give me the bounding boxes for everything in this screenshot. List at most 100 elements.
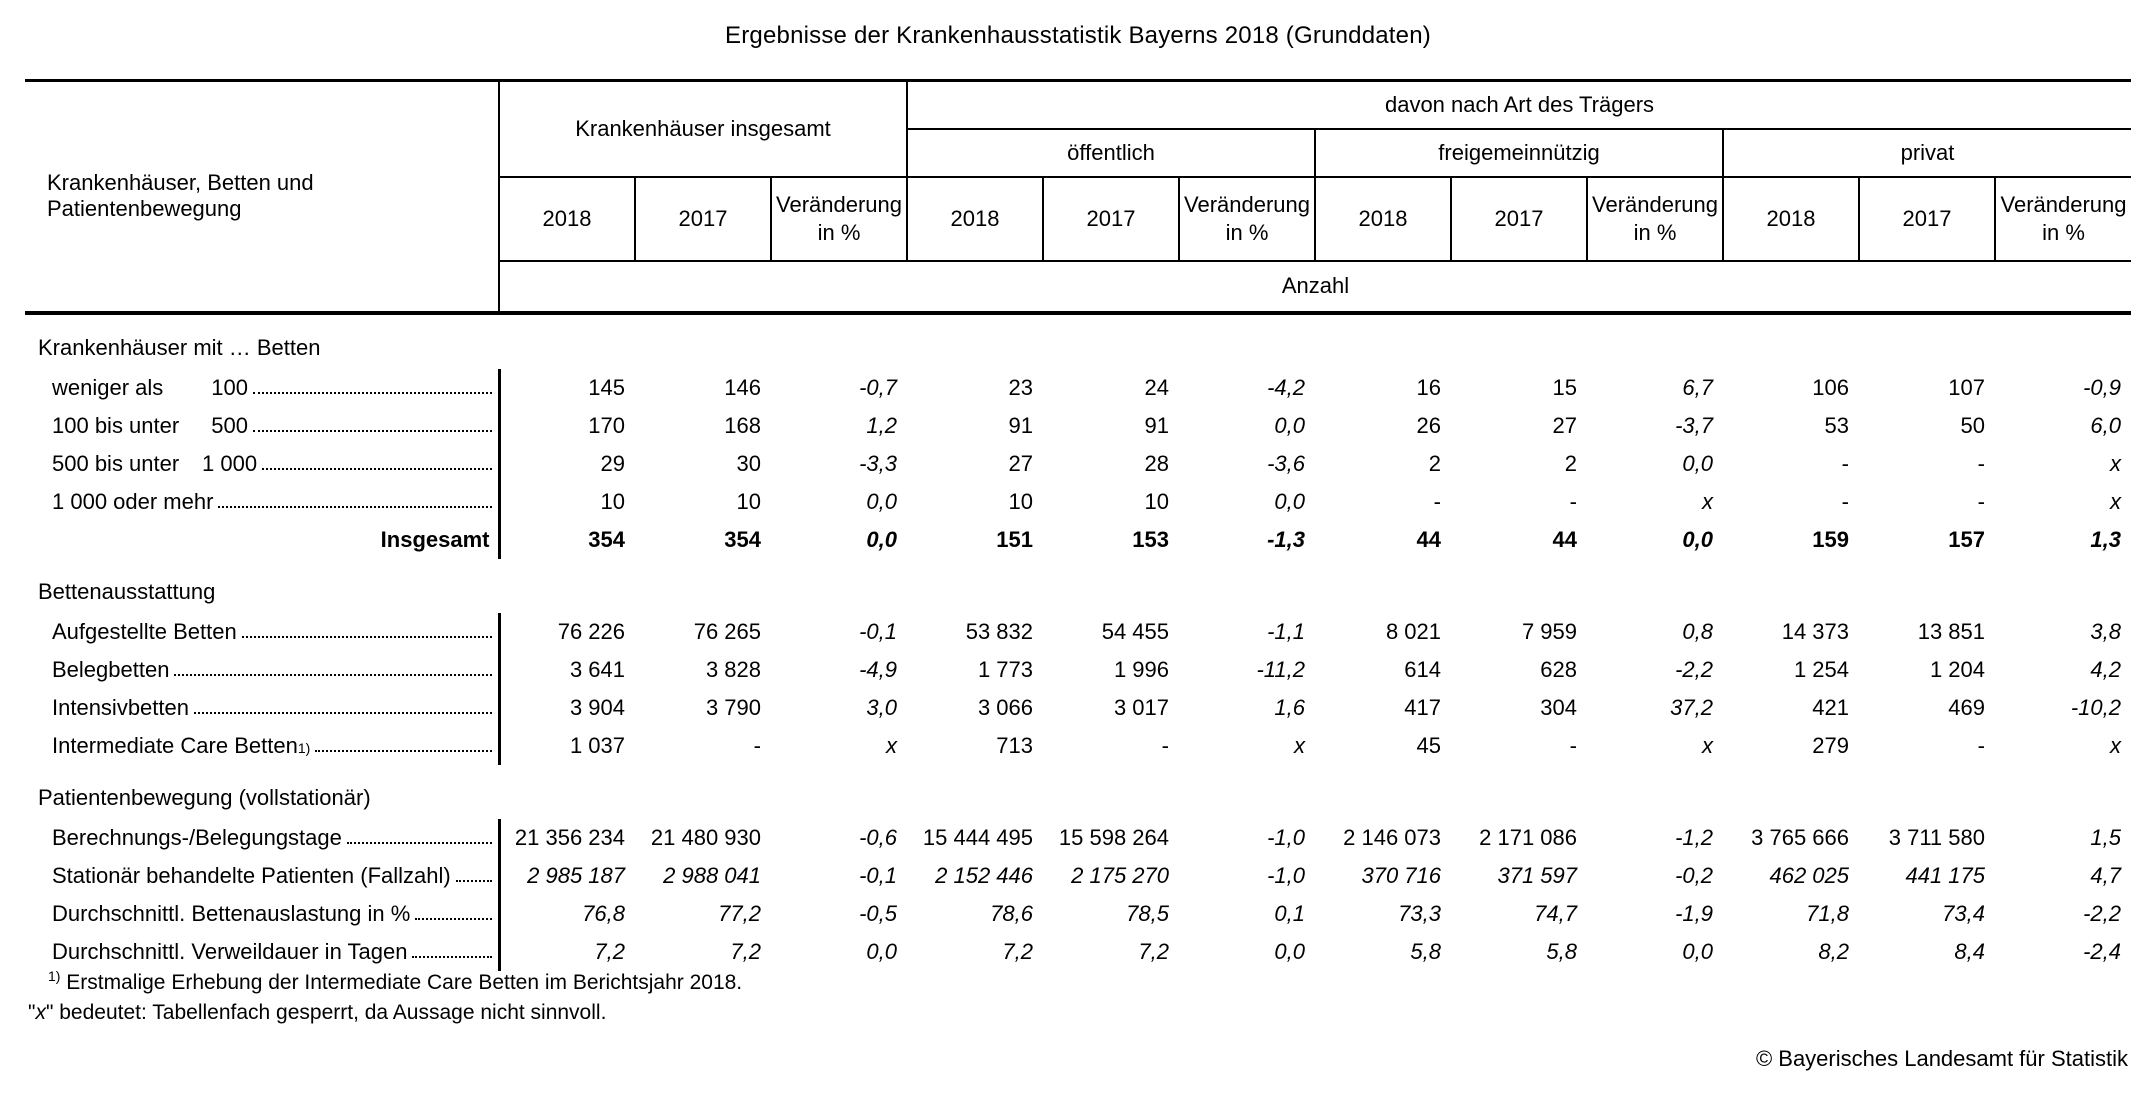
value-cell: 146 bbox=[724, 374, 761, 400]
value-cell: 417 bbox=[1404, 694, 1441, 720]
row-label-content: Berechnungs-/Belegungstage bbox=[52, 825, 494, 851]
value-cell: 2 146 073 bbox=[1343, 824, 1441, 850]
value-cell: 0,0 bbox=[1274, 488, 1305, 514]
value-cell: 145 bbox=[588, 374, 625, 400]
value-cell: -1,2 bbox=[1675, 824, 1713, 850]
value-cell: 2 bbox=[1428, 450, 1441, 476]
row-label-text: Intensivbetten bbox=[52, 694, 189, 720]
value-cell: 23 bbox=[1008, 374, 1033, 400]
section-title-row: Patientenbewegung (vollstationär) bbox=[25, 765, 2131, 819]
value-cell: 3 066 bbox=[977, 694, 1033, 720]
value-cell: 0,0 bbox=[1682, 526, 1713, 552]
value-cell: - bbox=[1569, 732, 1577, 758]
value-cell: 76 226 bbox=[557, 618, 625, 644]
leader-dots bbox=[213, 489, 493, 515]
value-cell: 462 025 bbox=[1769, 862, 1849, 888]
value-cell: 441 175 bbox=[1905, 862, 1985, 888]
row-label-prefix: weniger als bbox=[52, 374, 164, 400]
table-row: Berechnungs-/Belegungstage 21 356 234 21 4… bbox=[25, 818, 2131, 857]
value-cell: 421 bbox=[1812, 694, 1849, 720]
value-cell: 13 851 bbox=[1917, 618, 1985, 644]
value-cell: 44 bbox=[1552, 526, 1577, 552]
value-cell: 1 037 bbox=[569, 732, 625, 758]
statistics-table: Krankenhäuser, Betten und Patientenbeweg… bbox=[25, 79, 2131, 971]
value-cell: 106 bbox=[1812, 374, 1849, 400]
table-row: Durchschnittl. Bettenauslastung in % 76,8… bbox=[25, 894, 2131, 933]
value-cell: 78,5 bbox=[1126, 900, 1169, 926]
row-label: Intermediate Care Betten 1) bbox=[25, 726, 501, 765]
value-cell: -0,7 bbox=[859, 374, 897, 400]
value-cell: 1 204 bbox=[1929, 656, 1985, 682]
section-title: Patientenbewegung (vollstationär) bbox=[38, 784, 371, 810]
row-label: Insgesamt bbox=[25, 520, 501, 559]
value-cell: -3,3 bbox=[859, 450, 897, 476]
value-cell: 91 bbox=[1008, 412, 1033, 438]
footnote-1: 1) Erstmalige Erhebung der Intermediate … bbox=[28, 968, 742, 998]
value-cell: 0,0 bbox=[1274, 938, 1305, 964]
value-cell: 4,7 bbox=[2090, 862, 2121, 888]
value-cell: 370 716 bbox=[1361, 862, 1441, 888]
leader-dots bbox=[451, 863, 494, 889]
row-label-text: 1 000 oder mehr bbox=[52, 488, 214, 514]
leader-dots bbox=[410, 901, 493, 927]
value-cell: 469 bbox=[1948, 694, 1985, 720]
footnote-x-symbol: x bbox=[35, 1001, 46, 1024]
year-column-header: 2018 bbox=[1722, 175, 1860, 262]
leader-dots bbox=[237, 619, 494, 645]
value-cell: 29 bbox=[600, 450, 625, 476]
table-row: 1 000 oder mehr 10 10 0,0 10 10 0,0 - - x - - x bbox=[25, 482, 2131, 521]
value-cell: 5,8 bbox=[1546, 938, 1577, 964]
value-cell: 10 bbox=[1008, 488, 1033, 514]
row-label-content: Intermediate Care Betten 1) bbox=[52, 733, 494, 759]
value-cell: 170 bbox=[588, 412, 625, 438]
table-row: Insgesamt 354 354 0,0 151 153 -1,3 44 44 0,0 159 15… bbox=[25, 520, 2131, 559]
value-cell: 628 bbox=[1540, 656, 1577, 682]
leader-dots bbox=[342, 825, 494, 851]
value-cell: 0,0 bbox=[866, 938, 897, 964]
group-header-carrier: davon nach Art des Trägers bbox=[906, 79, 2131, 130]
value-cell: 0,1 bbox=[1274, 900, 1305, 926]
value-cell: 76 265 bbox=[693, 618, 761, 644]
value-cell: 3 790 bbox=[705, 694, 761, 720]
value-cell: x bbox=[2110, 450, 2121, 476]
value-cell: -3,7 bbox=[1675, 412, 1713, 438]
year-column-header: 2017 bbox=[1858, 175, 1996, 262]
value-cell: - bbox=[1977, 732, 1985, 758]
row-label-content: 500 bis unter 1 000 bbox=[52, 451, 494, 477]
section-title: Bettenausstattung bbox=[38, 578, 216, 604]
value-cell: 54 455 bbox=[1101, 618, 1169, 644]
leader-dots bbox=[248, 413, 494, 439]
row-label-content: Stationär behandelte Patienten (Fallzahl… bbox=[52, 863, 494, 889]
value-cell: 8,2 bbox=[1818, 938, 1849, 964]
value-cell: 27 bbox=[1008, 450, 1033, 476]
value-cell: - bbox=[1161, 732, 1169, 758]
row-label-text: Aufgestellte Betten bbox=[52, 618, 237, 644]
row-label-content: 100 bis unter 500 bbox=[52, 413, 494, 439]
year-column-header: 2017 bbox=[1450, 175, 1588, 262]
value-cell: -0,6 bbox=[859, 824, 897, 850]
value-cell: x bbox=[1294, 732, 1305, 758]
value-cell: - bbox=[1841, 488, 1849, 514]
value-cell: 73,3 bbox=[1398, 900, 1441, 926]
value-cell: 37,2 bbox=[1670, 694, 1713, 720]
value-cell: 50 bbox=[1960, 412, 1985, 438]
row-label: Stationär behandelte Patienten (Fallzahl… bbox=[25, 856, 501, 895]
value-cell: -2,2 bbox=[1675, 656, 1713, 682]
row-label-text: Stationär behandelte Patienten (Fallzahl… bbox=[52, 862, 451, 888]
leader-dots bbox=[310, 733, 493, 759]
value-cell: 3 828 bbox=[705, 656, 761, 682]
table-row: 500 bis unter 1 000 29 30 -3,3 27 28 -3,6 2 2 0,0 -… bbox=[25, 444, 2131, 483]
value-cell: 0,0 bbox=[866, 526, 897, 552]
value-cell: 7,2 bbox=[1002, 938, 1033, 964]
row-label-content: weniger als 100 bbox=[52, 375, 494, 401]
value-cell: 30 bbox=[736, 450, 761, 476]
value-cell: 1 773 bbox=[977, 656, 1033, 682]
row-label-content: Durchschnittl. Bettenauslastung in % bbox=[52, 901, 494, 927]
value-cell: 304 bbox=[1540, 694, 1577, 720]
value-cell: -3,6 bbox=[1267, 450, 1305, 476]
value-cell: 279 bbox=[1812, 732, 1849, 758]
table-row: Aufgestellte Betten 76 226 76 265 -0,1 53 83… bbox=[25, 612, 2131, 651]
value-cell: 15 bbox=[1552, 374, 1577, 400]
subgroup-header-public: öffentlich bbox=[906, 127, 1316, 178]
value-cell: -1,3 bbox=[1267, 526, 1305, 552]
